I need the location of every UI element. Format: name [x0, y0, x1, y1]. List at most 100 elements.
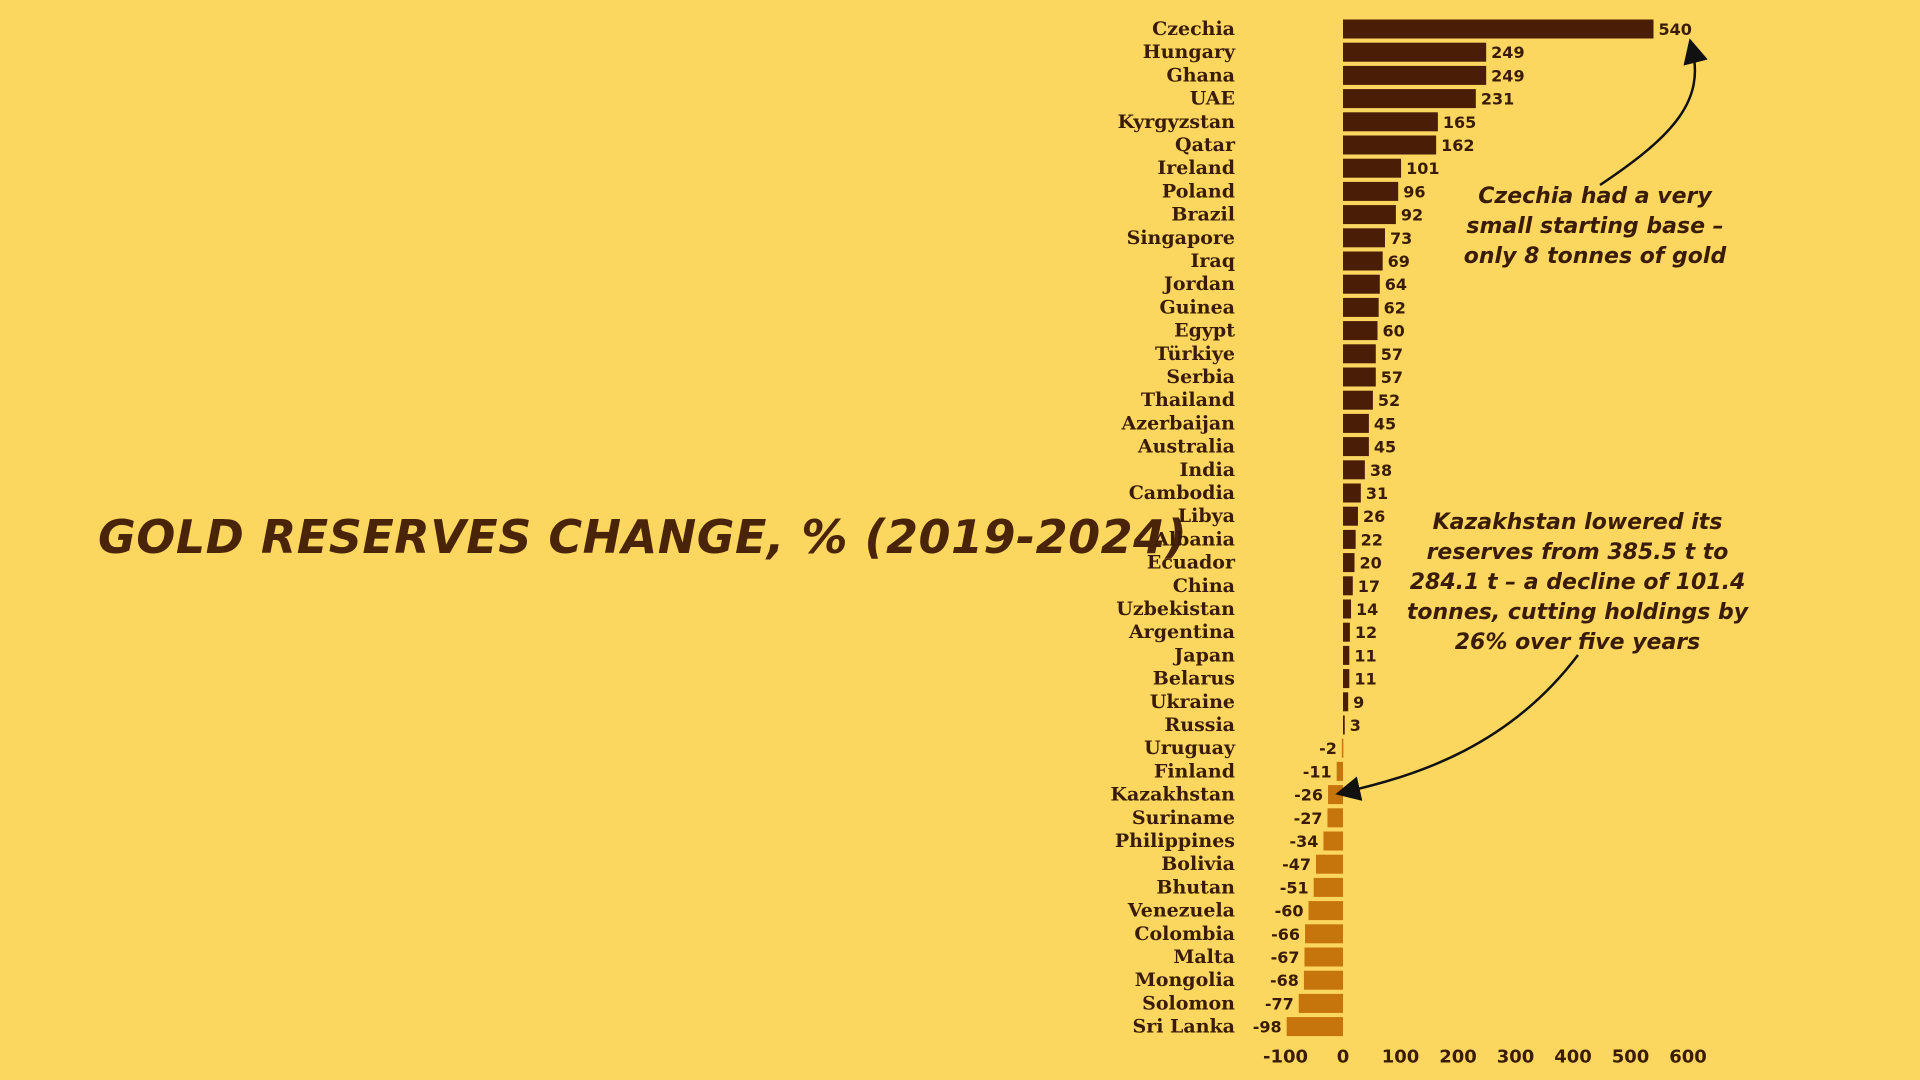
bar-ireland [1343, 158, 1402, 178]
category-label: Sri Lanka [1132, 1016, 1235, 1038]
value-label: 52 [1378, 391, 1400, 410]
value-label: 101 [1406, 159, 1439, 178]
x-tick-label: 600 [1669, 1047, 1707, 1068]
bar-philippines [1323, 831, 1343, 851]
value-label: -11 [1303, 762, 1332, 781]
bar-cambodia [1343, 483, 1361, 503]
value-label: -66 [1271, 925, 1300, 944]
bar-bolivia [1315, 854, 1343, 874]
value-label: 249 [1491, 66, 1524, 85]
value-label: 22 [1361, 530, 1383, 549]
bar-malta [1304, 947, 1343, 967]
value-label: 45 [1374, 438, 1396, 457]
value-label: 57 [1381, 345, 1403, 364]
value-label: 69 [1388, 252, 1410, 271]
bar-t-rkiye [1343, 344, 1376, 364]
bar-finland [1336, 761, 1343, 781]
category-label: Uzbekistan [1116, 598, 1235, 620]
bar-colombia [1305, 924, 1343, 944]
bar-mongolia [1303, 970, 1343, 990]
bar-albania [1343, 529, 1356, 549]
value-label: -98 [1253, 1018, 1282, 1037]
category-label: Cambodia [1129, 482, 1235, 504]
bar-uzbekistan [1343, 599, 1352, 619]
value-label: 162 [1441, 136, 1474, 155]
value-label: -34 [1290, 832, 1319, 851]
category-labels: CzechiaHungaryGhanaUAEKyrgyzstanQatarIre… [1110, 18, 1235, 1038]
value-label: -26 [1294, 786, 1323, 805]
x-tick-label: 100 [1382, 1047, 1420, 1068]
category-label: Australia [1137, 436, 1235, 458]
category-label: Malta [1173, 946, 1235, 968]
category-label: Albania [1153, 528, 1235, 550]
bar-argentina [1343, 622, 1350, 642]
x-tick-label: 0 [1337, 1047, 1350, 1068]
bar-singapore [1343, 228, 1385, 248]
bar-kyrgyzstan [1343, 112, 1438, 132]
bar-uae [1343, 89, 1476, 109]
bar-ecuador [1343, 553, 1355, 573]
bar-poland [1343, 181, 1399, 201]
bar-hungary [1343, 42, 1487, 62]
bar-egypt [1343, 321, 1378, 341]
category-label: Bhutan [1156, 876, 1235, 898]
bar-kazakhstan [1328, 785, 1343, 805]
value-label: 3 [1350, 716, 1361, 735]
value-label: 57 [1381, 368, 1403, 387]
category-label: Brazil [1171, 204, 1235, 226]
category-label: UAE [1190, 88, 1235, 110]
category-label: Türkiye [1155, 343, 1235, 365]
category-label: Czechia [1152, 18, 1235, 40]
value-label: 231 [1481, 90, 1514, 109]
bar-russia [1343, 715, 1345, 735]
bar-libya [1343, 506, 1358, 526]
category-label: Libya [1178, 505, 1235, 527]
value-label: 38 [1370, 461, 1392, 480]
bar-czechia [1343, 19, 1654, 39]
category-label: Thailand [1141, 389, 1235, 411]
bar-sri-lanka [1286, 1017, 1343, 1037]
category-label: Ukraine [1150, 691, 1235, 713]
value-label: -68 [1270, 971, 1299, 990]
value-label: 96 [1403, 182, 1425, 201]
category-label: Argentina [1128, 621, 1235, 643]
category-label: Egypt [1174, 320, 1235, 342]
category-label: Belarus [1153, 668, 1235, 690]
value-label: 11 [1354, 670, 1376, 689]
x-tick-label: 200 [1439, 1047, 1477, 1068]
category-label: Singapore [1127, 227, 1235, 249]
value-label: -2 [1319, 739, 1337, 758]
category-label: Solomon [1142, 992, 1235, 1014]
bar-suriname [1327, 808, 1343, 828]
value-label: -51 [1280, 878, 1309, 897]
x-tick-label: 300 [1497, 1047, 1535, 1068]
category-label: Kazakhstan [1110, 784, 1235, 806]
bar-serbia [1343, 367, 1376, 387]
bar-ukraine [1343, 692, 1349, 712]
category-label: Iraq [1191, 250, 1236, 272]
x-tick-label: 500 [1612, 1047, 1650, 1068]
category-label: Guinea [1160, 296, 1235, 318]
category-label: Colombia [1134, 923, 1235, 945]
category-label: Poland [1162, 180, 1235, 202]
bar-japan [1343, 645, 1350, 665]
value-label: 92 [1401, 206, 1423, 225]
value-label: 60 [1383, 322, 1405, 341]
category-label: Philippines [1115, 830, 1235, 852]
category-label: Jordan [1162, 273, 1235, 295]
x-tick-label: -100 [1263, 1047, 1308, 1068]
category-label: Ireland [1157, 157, 1235, 179]
czechia-annotation-arrow [1599, 38, 1708, 187]
chart-title: GOLD RESERVES CHANGE, % (2019-2024) [98, 510, 1188, 564]
x-tick-label: 400 [1554, 1047, 1592, 1068]
value-label: -47 [1282, 855, 1311, 874]
value-label: 31 [1366, 484, 1388, 503]
category-label: Hungary [1143, 41, 1236, 63]
category-label: Kyrgyzstan [1118, 111, 1236, 133]
category-label: Venezuela [1127, 900, 1235, 922]
value-label: 17 [1358, 577, 1380, 596]
czechia-annotation: Czechia had a very small starting base –… [1463, 184, 1727, 269]
